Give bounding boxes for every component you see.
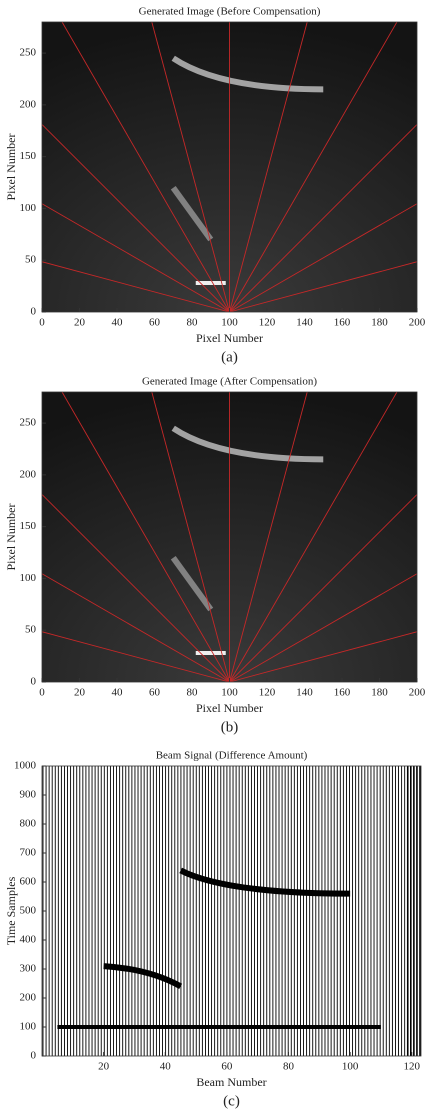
- x-tick-label: 0: [39, 687, 45, 699]
- y-tick-label: 0: [31, 306, 37, 318]
- caption: (c): [223, 1093, 240, 1109]
- fan-line: [42, 631, 230, 682]
- y-tick-label: 0: [31, 676, 37, 688]
- y-tick-label: 800: [20, 818, 37, 830]
- y-tick-label: 50: [25, 624, 37, 636]
- signal-feature: [179, 867, 351, 897]
- y-tick-label: 200: [20, 992, 37, 1004]
- x-tick-label: 60: [221, 1061, 233, 1073]
- x-axis-label: Pixel Number: [196, 701, 263, 715]
- x-tick-label: 60: [149, 687, 161, 699]
- y-tick-label: 200: [20, 98, 37, 110]
- x-axis-label: Pixel Number: [196, 331, 263, 345]
- chart-title: Beam Signal (Difference Amount): [156, 750, 308, 762]
- y-tick-label: 700: [20, 847, 37, 859]
- x-tick-label: 80: [283, 1061, 295, 1073]
- fan-line: [229, 493, 417, 682]
- y-tick-label: 300: [20, 963, 37, 975]
- y-axis-label: Time Samples: [4, 876, 18, 945]
- echo: [171, 55, 324, 93]
- y-tick-label: 1000: [14, 760, 37, 772]
- y-tick-label: 500: [20, 905, 37, 917]
- y-tick-label: 100: [20, 1021, 37, 1033]
- chart-title: Generated Image (After Compensation): [142, 376, 317, 388]
- y-tick-label: 0: [31, 1050, 37, 1062]
- x-tick-label: 140: [296, 317, 313, 329]
- x-tick-label: 180: [371, 687, 388, 699]
- fan-line: [229, 573, 417, 682]
- fan-line: [229, 631, 417, 682]
- x-tick-label: 200: [409, 317, 426, 329]
- x-tick-label: 40: [160, 1061, 172, 1073]
- caption: (b): [221, 719, 239, 735]
- signal-background: [42, 766, 421, 1056]
- fan-line: [42, 573, 230, 682]
- y-tick-label: 50: [25, 254, 37, 266]
- fan-line: [61, 22, 230, 312]
- x-axis-label: Beam Number: [196, 1075, 266, 1089]
- x-tick-label: 60: [149, 317, 161, 329]
- fan-line: [42, 203, 230, 312]
- x-tick-label: 120: [259, 687, 276, 699]
- x-tick-label: 20: [98, 1061, 110, 1073]
- signal-feature: [103, 963, 183, 990]
- y-axis-label: Pixel Number: [4, 134, 18, 201]
- y-tick-label: 400: [20, 934, 37, 946]
- x-tick-label: 80: [187, 687, 199, 699]
- y-tick-label: 900: [20, 789, 37, 801]
- x-tick-label: 80: [187, 317, 199, 329]
- x-tick-label: 20: [74, 687, 86, 699]
- fan-line: [151, 392, 230, 682]
- x-tick-label: 100: [342, 1061, 359, 1073]
- echo: [170, 555, 214, 612]
- x-tick-label: 100: [221, 317, 238, 329]
- fan-line: [42, 261, 230, 312]
- x-tick-label: 0: [39, 317, 45, 329]
- x-tick-label: 160: [334, 317, 351, 329]
- fan-line: [229, 392, 308, 682]
- x-tick-label: 120: [404, 1061, 421, 1073]
- caption: (a): [221, 349, 238, 365]
- x-tick-label: 20: [74, 317, 86, 329]
- fan-line: [42, 493, 230, 682]
- fan-line: [42, 123, 230, 312]
- y-axis-label: Pixel Number: [4, 504, 18, 571]
- echo: [170, 185, 214, 242]
- y-tick-label: 600: [20, 876, 37, 888]
- fan-line: [151, 22, 230, 312]
- y-tick-label: 100: [20, 572, 37, 584]
- x-tick-label: 120: [259, 317, 276, 329]
- chart-title: Generated Image (Before Compensation): [139, 6, 321, 18]
- y-tick-label: 200: [20, 468, 37, 480]
- x-tick-label: 40: [112, 687, 124, 699]
- fan-line: [61, 392, 230, 682]
- x-tick-label: 100: [221, 687, 238, 699]
- fan-line: [229, 123, 417, 312]
- fan-line: [229, 22, 308, 312]
- fan-line: [229, 392, 398, 682]
- y-tick-label: 250: [20, 47, 37, 59]
- x-tick-label: 40: [112, 317, 124, 329]
- x-tick-label: 180: [371, 317, 388, 329]
- fan-line: [229, 22, 398, 312]
- y-tick-label: 250: [20, 417, 37, 429]
- echo: [171, 425, 324, 463]
- y-tick-label: 150: [20, 520, 37, 532]
- y-tick-label: 100: [20, 202, 37, 214]
- y-tick-label: 150: [20, 150, 37, 162]
- x-tick-label: 160: [334, 687, 351, 699]
- fan-line: [229, 203, 417, 312]
- x-tick-label: 200: [409, 687, 426, 699]
- fan-line: [229, 261, 417, 312]
- x-tick-label: 140: [296, 687, 313, 699]
